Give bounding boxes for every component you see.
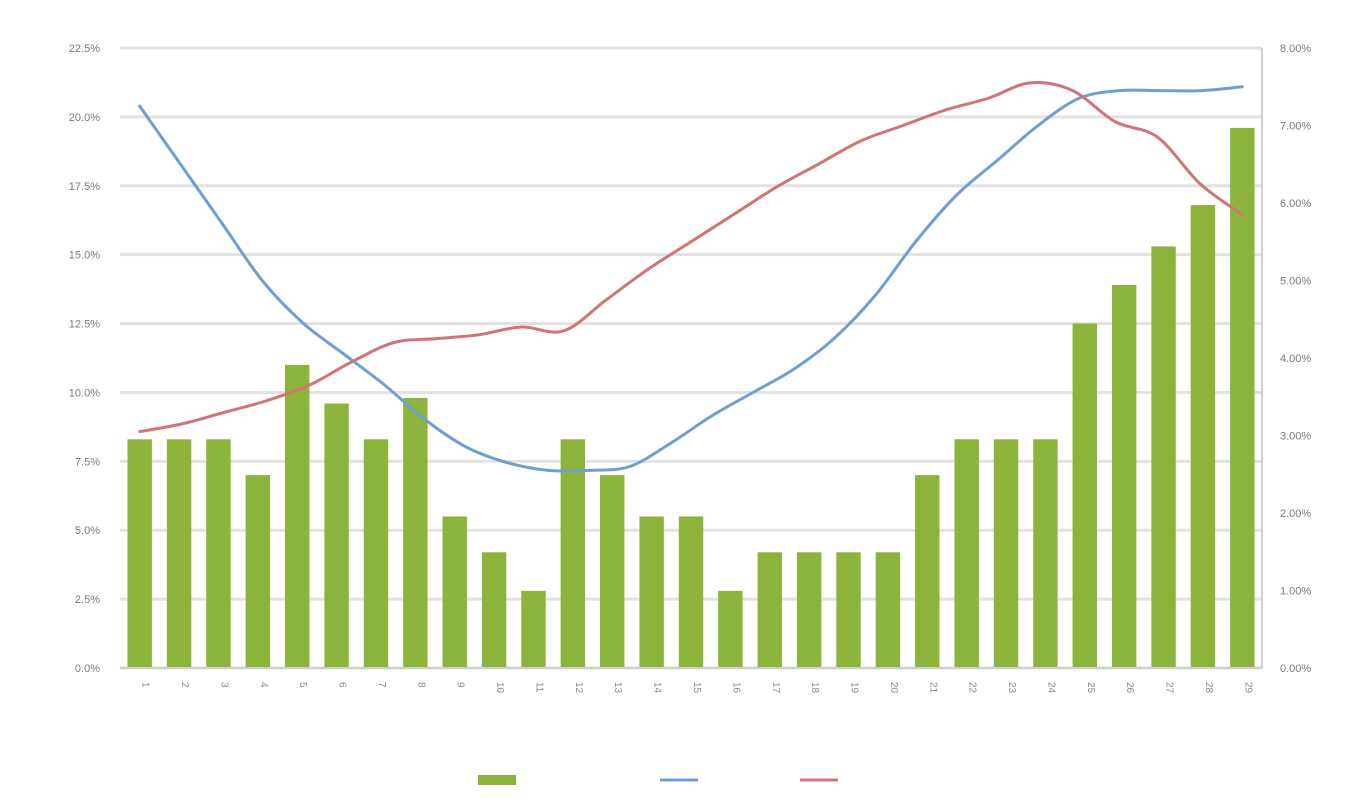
x-tick-label: 14	[652, 682, 663, 694]
x-tick-label: 1	[140, 682, 151, 688]
x-tick-label: 23	[1006, 682, 1017, 694]
left-tick-label: 0.0%	[75, 663, 100, 675]
gridlines	[120, 46, 1262, 670]
bar	[1190, 205, 1216, 669]
x-tick-label: 19	[849, 682, 860, 694]
blue-series-line	[138, 85, 1244, 473]
left-tick-label: 10.0%	[69, 387, 100, 399]
bar	[521, 590, 546, 668]
x-tick-label: 26	[1124, 682, 1135, 694]
right-tick-label: 1.00%	[1280, 586, 1311, 598]
bar	[166, 439, 192, 668]
bar	[875, 552, 901, 668]
x-tick-label: 16	[730, 682, 741, 694]
bar	[1072, 323, 1098, 668]
x-tick-label: 20	[888, 682, 899, 694]
bar	[481, 552, 507, 668]
x-tick-label: 22	[967, 682, 978, 694]
right-tick-label: 8.00%	[1280, 43, 1311, 55]
left-tick-label: 15.0%	[69, 250, 100, 262]
right-tick-label: 3.00%	[1280, 431, 1311, 443]
x-axis-tick-labels: 1 2 3 4 5 6 7 8 9 10 11 12 13 14 15 16 17 18 19 20 21 22 23 24 2…	[140, 682, 1254, 694]
left-tick-label: 20.0%	[69, 112, 100, 124]
x-tick-label: 12	[573, 682, 584, 694]
bar	[915, 475, 940, 668]
bar	[442, 516, 467, 668]
red-series-line	[138, 81, 1244, 434]
bar-series	[127, 127, 1255, 669]
x-tick-label: 17	[770, 682, 781, 694]
line-series	[138, 81, 1244, 473]
bar	[639, 516, 664, 668]
left-tick-label: 17.5%	[69, 181, 100, 193]
x-tick-label: 6	[337, 682, 348, 688]
right-tick-label: 5.00%	[1280, 276, 1311, 288]
bar	[993, 439, 1019, 668]
legend-swatch-bar	[478, 775, 516, 785]
bar	[757, 552, 782, 668]
bar	[678, 516, 704, 668]
bar	[836, 552, 861, 668]
bar	[127, 439, 152, 668]
right-tick-label: 0.00%	[1280, 663, 1311, 675]
left-tick-label: 22.5%	[69, 43, 100, 55]
x-tick-label: 9	[455, 682, 466, 688]
bar	[954, 439, 979, 668]
x-tick-label: 8	[415, 682, 426, 688]
bar	[718, 590, 743, 668]
left-tick-label: 12.5%	[69, 319, 100, 331]
bar	[363, 439, 389, 668]
legend	[478, 775, 838, 785]
bar	[600, 475, 625, 668]
x-tick-label: 13	[612, 682, 623, 694]
bar	[560, 439, 586, 668]
x-tick-label: 24	[1045, 682, 1056, 694]
left-tick-label: 5.0%	[75, 525, 100, 537]
bar	[1151, 246, 1176, 668]
bar	[1111, 284, 1137, 668]
bar	[1033, 439, 1058, 668]
x-tick-label: 21	[927, 682, 938, 694]
right-axis-tick-labels: 0.00% 1.00% 2.00% 3.00% 4.00% 5.00% 6.00% 7.00%…	[1280, 43, 1311, 675]
right-tick-label: 4.00%	[1280, 353, 1311, 365]
x-tick-label: 28	[1203, 682, 1214, 694]
x-tick-label: 11	[533, 682, 544, 693]
bar	[1230, 127, 1255, 668]
right-tick-label: 7.00%	[1280, 121, 1311, 133]
left-tick-label: 2.5%	[75, 594, 100, 606]
right-tick-label: 2.00%	[1280, 508, 1311, 520]
x-tick-label: 3	[218, 682, 229, 688]
bar	[796, 552, 822, 668]
bar	[324, 403, 349, 668]
x-tick-label: 27	[1164, 682, 1175, 694]
x-tick-label: 10	[494, 682, 505, 694]
bar	[206, 439, 231, 668]
x-tick-label: 2	[179, 682, 190, 688]
left-tick-label: 7.5%	[75, 456, 100, 468]
bar	[284, 364, 310, 668]
x-tick-label: 5	[297, 682, 308, 688]
axes	[120, 48, 1263, 669]
bar	[403, 397, 428, 668]
x-tick-label: 15	[691, 682, 702, 694]
bar	[245, 475, 271, 668]
right-tick-label: 6.00%	[1280, 198, 1311, 210]
x-tick-label: 29	[1242, 682, 1253, 694]
x-tick-label: 4	[258, 682, 269, 688]
left-axis-tick-labels: 0.0% 2.5% 5.0% 7.5% 10.0% 12.5% 15.0% 17.5% 20.0…	[69, 43, 100, 675]
x-tick-label: 18	[809, 682, 820, 694]
x-tick-label: 25	[1085, 682, 1096, 694]
x-tick-label: 7	[376, 682, 387, 688]
